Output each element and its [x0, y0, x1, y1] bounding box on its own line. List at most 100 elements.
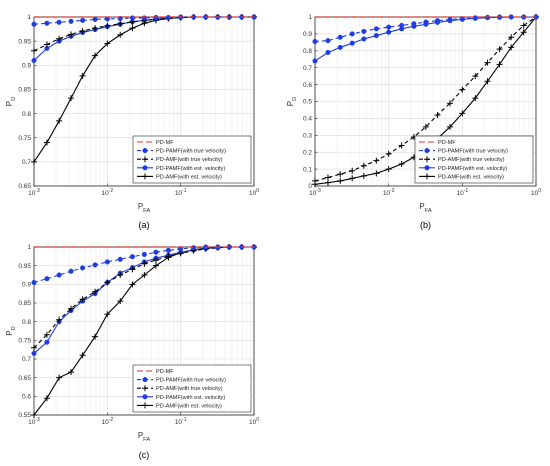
data-point [79, 296, 86, 303]
data-point [373, 170, 380, 177]
data-point [496, 46, 503, 53]
data-point [68, 95, 75, 102]
legend-label: PD-AMF(with true velocity) [156, 157, 223, 163]
data-point [325, 38, 331, 44]
y-tick-label: 1 [27, 244, 31, 251]
data-point [117, 272, 124, 278]
data-point [484, 59, 491, 66]
data-point [56, 374, 63, 381]
data-point [68, 268, 74, 274]
data-point [141, 15, 147, 21]
data-point [68, 305, 75, 312]
y-tick-label: 0.6 [303, 82, 312, 89]
data-point [361, 36, 367, 42]
data-point [423, 19, 429, 25]
data-point [446, 100, 453, 107]
data-point [44, 276, 50, 282]
data-point [398, 161, 405, 168]
data-point [79, 72, 86, 79]
y-tick-label: 0.95 [18, 38, 31, 45]
y-tick-label: 0.85 [18, 300, 31, 307]
chart-panel-3: 0.55 0.6 0.65 0.7 0.75 0.8 0.85 0.9 0.95 1 10-3 10-… [5, 244, 259, 460]
legend-item: PD-PAMF(with est. velocity) [137, 394, 225, 401]
legend-marker [142, 156, 148, 163]
legend-marker [424, 173, 430, 180]
data-point [337, 177, 344, 184]
data-point [312, 177, 318, 184]
x-axis-label: PFA [138, 431, 151, 443]
data-point [153, 249, 159, 255]
legend-label: PD-PAMF(with est. velocity) [156, 395, 225, 401]
legend-marker [142, 165, 148, 171]
data-point [373, 33, 379, 39]
data-point [484, 78, 491, 85]
y-tick-label: 0 [308, 183, 312, 190]
y-tick-label: 0.7 [22, 159, 31, 166]
data-point [56, 19, 62, 25]
data-point [337, 34, 343, 40]
legend-marker [142, 377, 148, 383]
data-point [141, 272, 148, 278]
legend-item: PD-PAMF(with true velocity) [137, 377, 226, 384]
data-point [92, 52, 99, 59]
data-point [44, 20, 50, 26]
data-point [422, 123, 429, 130]
legend-label: PD-MF [156, 369, 174, 375]
y-tick-label: 0.7 [303, 65, 312, 72]
data-point [496, 61, 503, 68]
y-tick-label: 0.8 [22, 111, 31, 118]
data-point [68, 18, 74, 24]
data-point [386, 29, 392, 35]
y-tick-label: 0.65 [18, 183, 31, 190]
chart-panel-1: 0.65 0.7 0.75 0.8 0.85 0.9 0.95 1 10-3 10-2 10-1 10… [5, 14, 259, 230]
legend-label: PD-AMF(with true velocity) [438, 157, 505, 163]
data-point [141, 260, 148, 267]
y-tick-label: 0.8 [22, 319, 31, 326]
data-point [385, 150, 392, 157]
y-tick-label: 0.1 [303, 166, 312, 173]
y-tick-label: 0.75 [18, 338, 31, 345]
data-point [508, 34, 515, 41]
data-point [31, 21, 37, 27]
data-point [31, 279, 37, 286]
data-point [373, 157, 380, 164]
data-point [92, 16, 98, 22]
data-point [152, 262, 159, 269]
legend: PD-MF PD-PAMF(with true velocity) PD-AMF(w… [132, 135, 252, 184]
legend-marker [142, 394, 148, 400]
panel-caption: (c) [139, 450, 150, 460]
data-point [43, 41, 50, 48]
legend-item: PD-AMF(with true velocity) [137, 156, 223, 163]
data-point [472, 95, 479, 102]
legend-label: PD-MF [156, 140, 174, 146]
data-point [43, 395, 50, 402]
legend-item: PD-MF [419, 140, 456, 146]
y-tick-label: 0.95 [18, 263, 31, 270]
data-point [31, 412, 37, 418]
data-point [129, 281, 136, 288]
x-tick-label: 10-3 [28, 417, 40, 426]
data-point [165, 247, 171, 253]
data-point [337, 44, 343, 50]
legend-marker [142, 385, 148, 392]
y-tick-label: 0.2 [303, 149, 312, 156]
data-point [360, 172, 367, 179]
legend-item: PD-PAMF(with est. velocity) [419, 165, 507, 172]
y-tick-label: 0.4 [303, 116, 312, 123]
y-tick-label: 1 [27, 14, 31, 21]
data-point [104, 40, 111, 47]
legend-marker [424, 156, 430, 163]
data-point [520, 29, 527, 36]
y-tick-label: 1 [308, 14, 312, 21]
legend-label: PD-MF [438, 140, 456, 146]
data-point [79, 352, 86, 359]
data-point [141, 251, 147, 258]
data-point [129, 254, 135, 260]
chart-panel-2: 0 0.1 0.2 0.3 0.4 0.5 0.6 0.7 0.8 0.9 1 10-3 10-2 10-… [286, 14, 541, 230]
legend-label: PD-PAMF(with est. velocity) [438, 166, 507, 172]
data-point [80, 17, 86, 23]
y-tick-label: 0.75 [18, 135, 31, 142]
data-point [104, 22, 111, 29]
data-point [398, 142, 405, 149]
y-tick-label: 0.9 [22, 62, 31, 69]
